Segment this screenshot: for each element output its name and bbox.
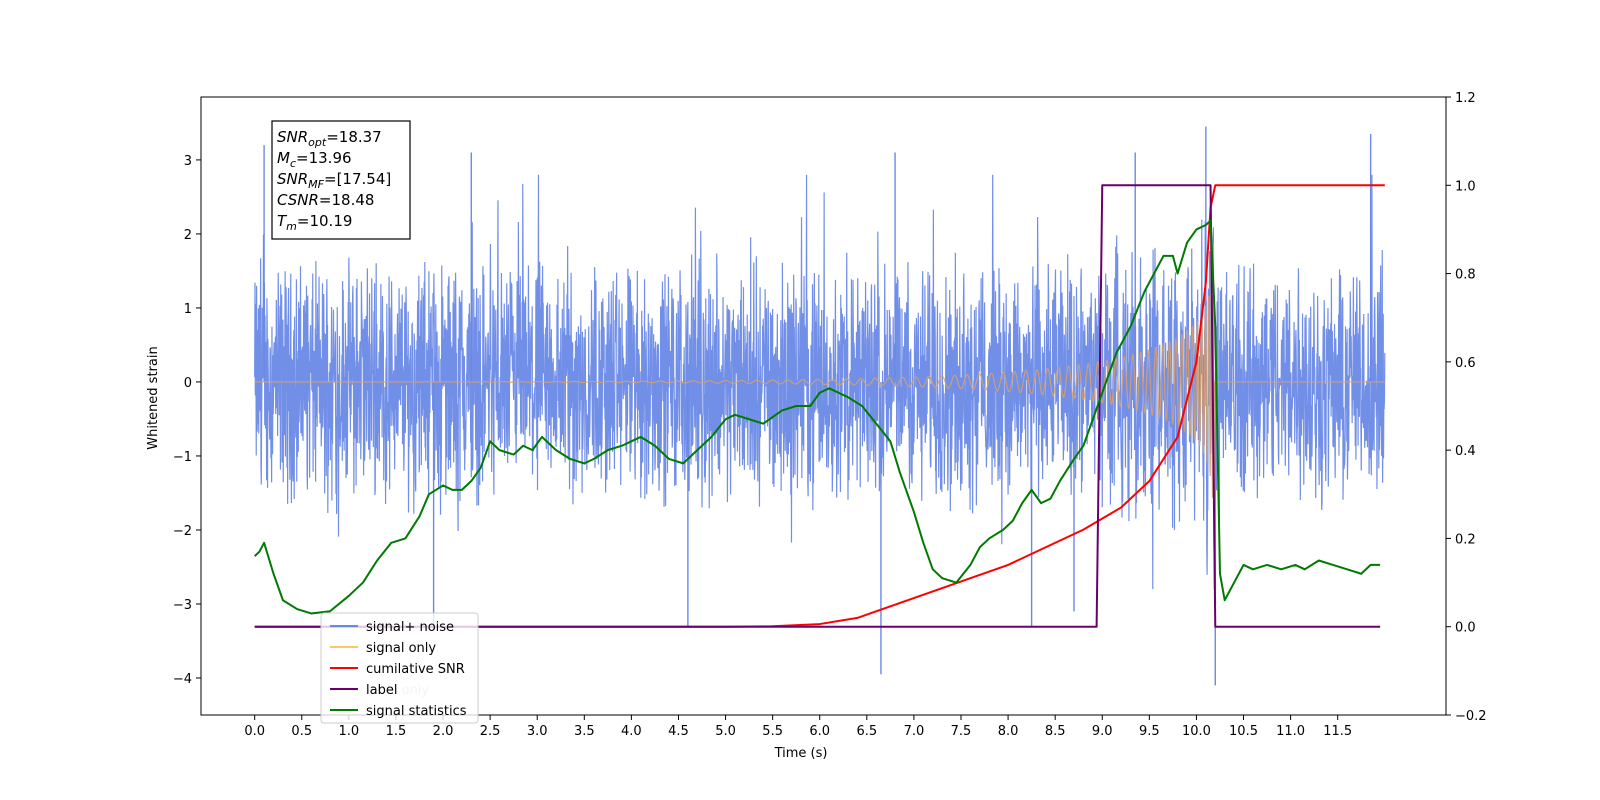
x-tick-label: 0.0 bbox=[244, 724, 265, 739]
axes: 0.0 0.5 1.0 1.5 2.0 2.5 3.0 3.5 4.0 4.5 5.0 5.5 6.0 6… bbox=[173, 91, 1487, 739]
annotation-line: CSNR=18.48 bbox=[277, 191, 374, 209]
y-tick-label: −3 bbox=[173, 598, 192, 613]
x-tick-label: 7.0 bbox=[904, 724, 925, 739]
y-axis-label: Whitened strain bbox=[146, 346, 161, 449]
x-tick-label: 4.0 bbox=[621, 724, 642, 739]
y2-tick-label: 0.4 bbox=[1455, 444, 1476, 459]
annotation-line: SNRMF=[17.54] bbox=[277, 170, 391, 191]
y-tick-label: −4 bbox=[173, 672, 192, 687]
x-tick-label: 6.0 bbox=[809, 724, 830, 739]
y2-tick-label: 0.2 bbox=[1455, 532, 1476, 547]
annotation-box: SNRopt=18.37Mc=13.96SNRMF=[17.54]CSNR=18… bbox=[271, 120, 411, 240]
plot-frame bbox=[200, 96, 1447, 716]
annotation-line: Tm=10.19 bbox=[277, 212, 352, 233]
series-label-line bbox=[254, 184, 1381, 628]
y2-tick-label: −0.2 bbox=[1455, 709, 1487, 724]
x-tick-label: 1.0 bbox=[339, 724, 360, 739]
x-tick-label: 11.0 bbox=[1276, 724, 1305, 739]
x-tick-label: 2.5 bbox=[480, 724, 501, 739]
legend-frame bbox=[320, 612, 479, 724]
series-signal-statistics-line bbox=[253, 219, 1381, 615]
annotation-line: SNRopt=18.37 bbox=[277, 128, 382, 149]
y-tick-label: 1 bbox=[184, 302, 192, 317]
x-tick-label: 10.0 bbox=[1182, 724, 1211, 739]
x-axis-label: Time (s) bbox=[774, 746, 828, 761]
x-tick-label: 2.0 bbox=[433, 724, 454, 739]
x-tick-label: 11.5 bbox=[1323, 724, 1352, 739]
legend-label: label bbox=[366, 683, 397, 698]
y2-tick-label: 1.2 bbox=[1455, 91, 1476, 106]
x-tick-label: 7.5 bbox=[951, 724, 972, 739]
x-tick-label: 5.5 bbox=[762, 724, 783, 739]
series-cumulative-snr-line bbox=[254, 184, 1385, 628]
x-tick-label: 1.5 bbox=[386, 724, 407, 739]
x-tick-label: 8.5 bbox=[1045, 724, 1066, 739]
y-tick-label: −2 bbox=[173, 524, 192, 539]
x-tick-label: 10.5 bbox=[1229, 724, 1258, 739]
x-tick-label: 3.5 bbox=[574, 724, 595, 739]
y-tick-label: 0 bbox=[184, 376, 192, 391]
legend-label: signal+ noise bbox=[366, 620, 454, 635]
x-tick-label: 9.0 bbox=[1092, 724, 1113, 739]
legend-label: cumilative SNR bbox=[366, 662, 465, 677]
y-tick-label: 2 bbox=[184, 228, 192, 243]
legend-label: signal only bbox=[366, 641, 436, 656]
legend-label: signal statistics bbox=[366, 704, 467, 719]
x-tick-label: 5.0 bbox=[715, 724, 736, 739]
y2-tick-label: 0.8 bbox=[1455, 268, 1476, 283]
annotation-line: Mc=13.96 bbox=[277, 149, 352, 170]
plot-area bbox=[253, 126, 1386, 686]
series-signal-noise-line bbox=[254, 174, 1386, 590]
x-tick-label: 4.5 bbox=[668, 724, 689, 739]
x-tick-label: 8.0 bbox=[998, 724, 1019, 739]
y2-tick-label: 0.6 bbox=[1455, 356, 1476, 371]
y-tick-label: −1 bbox=[173, 450, 192, 465]
y2-tick-label: 1.0 bbox=[1455, 179, 1476, 194]
x-tick-label: 9.5 bbox=[1139, 724, 1160, 739]
x-tick-label: 3.0 bbox=[527, 724, 548, 739]
annotation-frame bbox=[271, 120, 411, 240]
x-tick-label: 0.5 bbox=[291, 724, 312, 739]
y-tick-label: 3 bbox=[184, 154, 192, 169]
y2-tick-label: 0.0 bbox=[1455, 621, 1476, 636]
x-tick-label: 6.5 bbox=[856, 724, 877, 739]
